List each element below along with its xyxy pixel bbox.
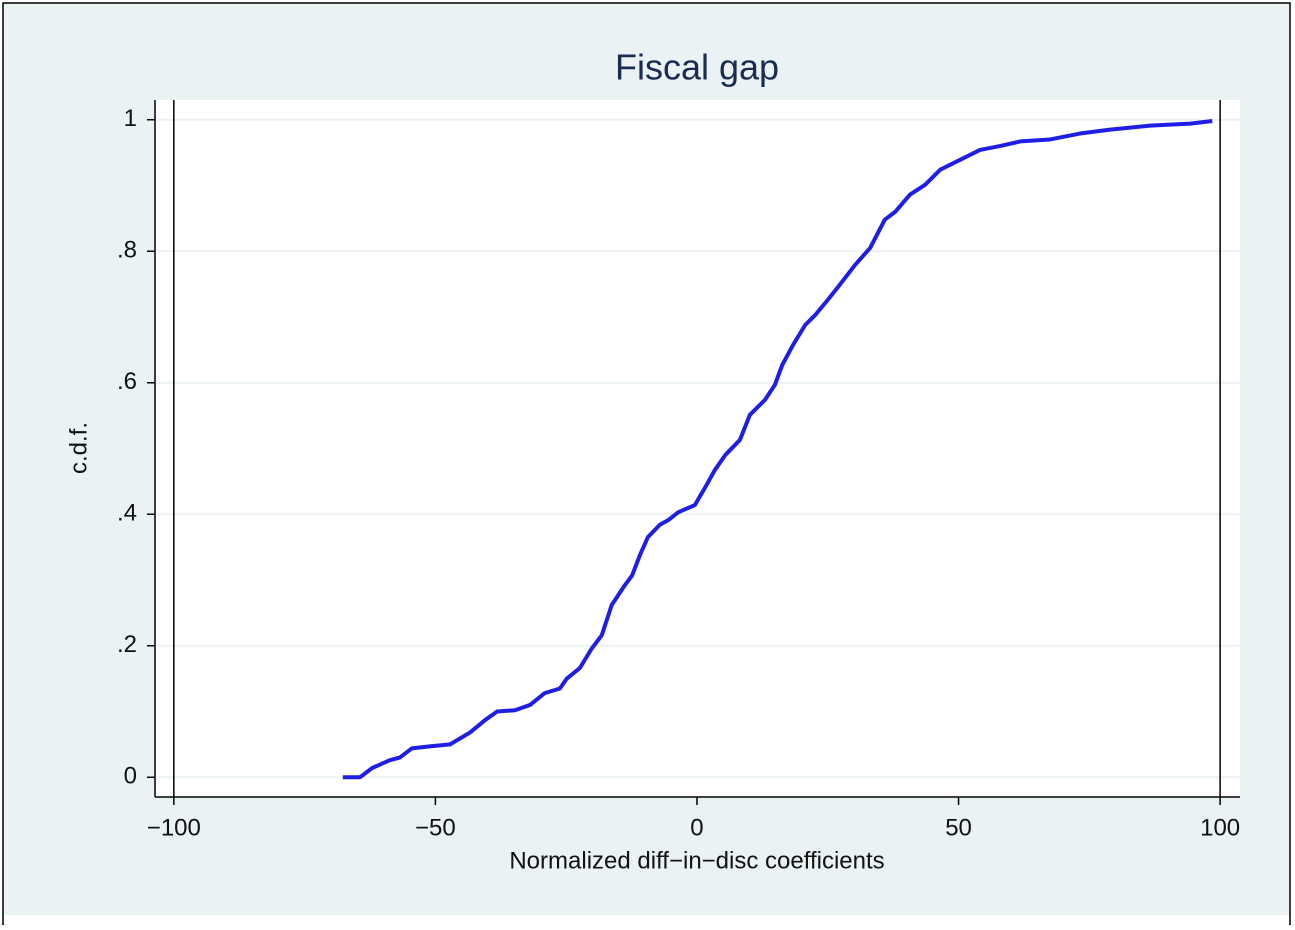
y-tick-label: .4 xyxy=(117,500,137,527)
y-tick-label: .2 xyxy=(117,631,137,658)
plot-area xyxy=(155,100,1240,797)
bottom-strip xyxy=(4,915,1289,925)
x-tick-label: −100 xyxy=(147,814,201,841)
y-axis-label: c.d.f. xyxy=(65,422,92,474)
y-tick-label: .8 xyxy=(117,237,137,264)
chart-title: Fiscal gap xyxy=(615,47,779,88)
cdf-line xyxy=(342,119,1213,780)
x-axis-label: Normalized diff−in−disc coefficients xyxy=(509,847,884,874)
x-tick-label: 0 xyxy=(690,814,703,841)
x-tick-label: −50 xyxy=(415,814,456,841)
x-tick-label: 50 xyxy=(945,814,972,841)
x-tick-label: 100 xyxy=(1200,814,1240,841)
y-tick-label: 0 xyxy=(124,763,137,790)
y-tick-label: .6 xyxy=(117,368,137,395)
y-tick-label: 1 xyxy=(124,105,137,132)
